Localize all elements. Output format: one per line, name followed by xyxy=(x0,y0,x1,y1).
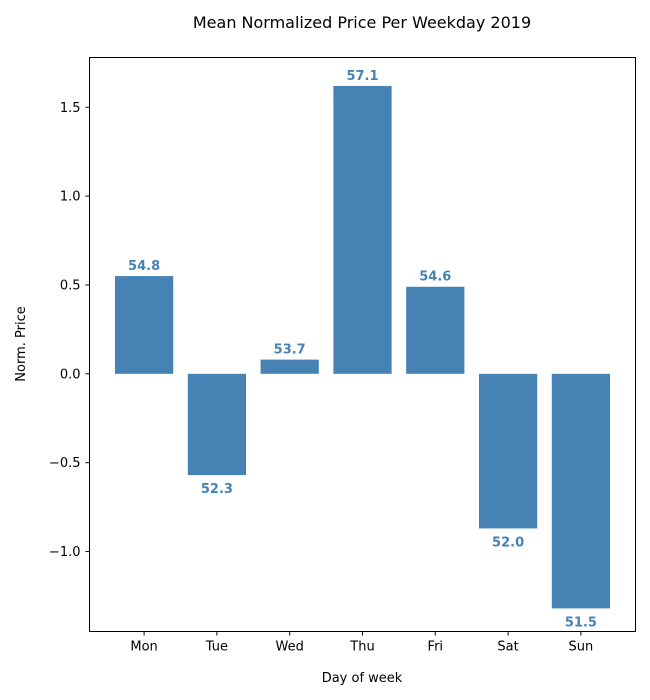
y-tick-label: 1.0 xyxy=(60,190,81,205)
y-axis-label: Norm. Price xyxy=(14,306,29,381)
plot-frame xyxy=(89,57,636,632)
data-label-mon: 54.8 xyxy=(128,259,160,274)
data-label-sun: 51.5 xyxy=(565,615,597,630)
bar-wed xyxy=(260,359,319,374)
bar-thu xyxy=(333,85,392,374)
data-label-thu: 57.1 xyxy=(346,69,378,84)
x-axis: Mon Tue Wed Thu Fri Sat Sun xyxy=(130,631,594,655)
x-tick-label-sat: Sat xyxy=(497,640,518,655)
y-tick-label: −0.5 xyxy=(49,456,81,471)
data-labels: 54.8 52.3 53.7 57.1 54.6 52.0 51.5 xyxy=(128,69,597,630)
y-tick-label: 0.5 xyxy=(60,278,81,293)
chart-title: Mean Normalized Price Per Weekday 2019 xyxy=(193,13,531,32)
x-tick-label-mon: Mon xyxy=(130,640,157,655)
x-tick-label-wed: Wed xyxy=(276,640,304,655)
x-tick-label-sun: Sun xyxy=(569,640,594,655)
bar-sat xyxy=(478,373,538,529)
y-tick-label: 1.5 xyxy=(60,101,81,116)
data-label-tue: 52.3 xyxy=(201,482,233,497)
data-label-wed: 53.7 xyxy=(274,343,306,358)
bar-sun xyxy=(551,373,611,609)
data-label-fri: 54.6 xyxy=(419,270,451,285)
x-tick-label-thu: Thu xyxy=(349,640,374,655)
x-tick-label-tue: Tue xyxy=(205,640,228,655)
y-axis: −1.0 −0.5 0.0 0.5 1.0 1.5 xyxy=(49,101,90,560)
y-tick-label: −1.0 xyxy=(49,545,81,560)
bar-tue xyxy=(187,373,247,476)
bars xyxy=(114,85,611,609)
bar-fri xyxy=(406,286,465,374)
y-tick-label: 0.0 xyxy=(60,367,81,382)
data-label-sat: 52.0 xyxy=(492,535,524,550)
bar-mon xyxy=(114,276,174,374)
x-axis-label: Day of week xyxy=(322,671,403,686)
x-tick-label-fri: Fri xyxy=(428,640,444,655)
